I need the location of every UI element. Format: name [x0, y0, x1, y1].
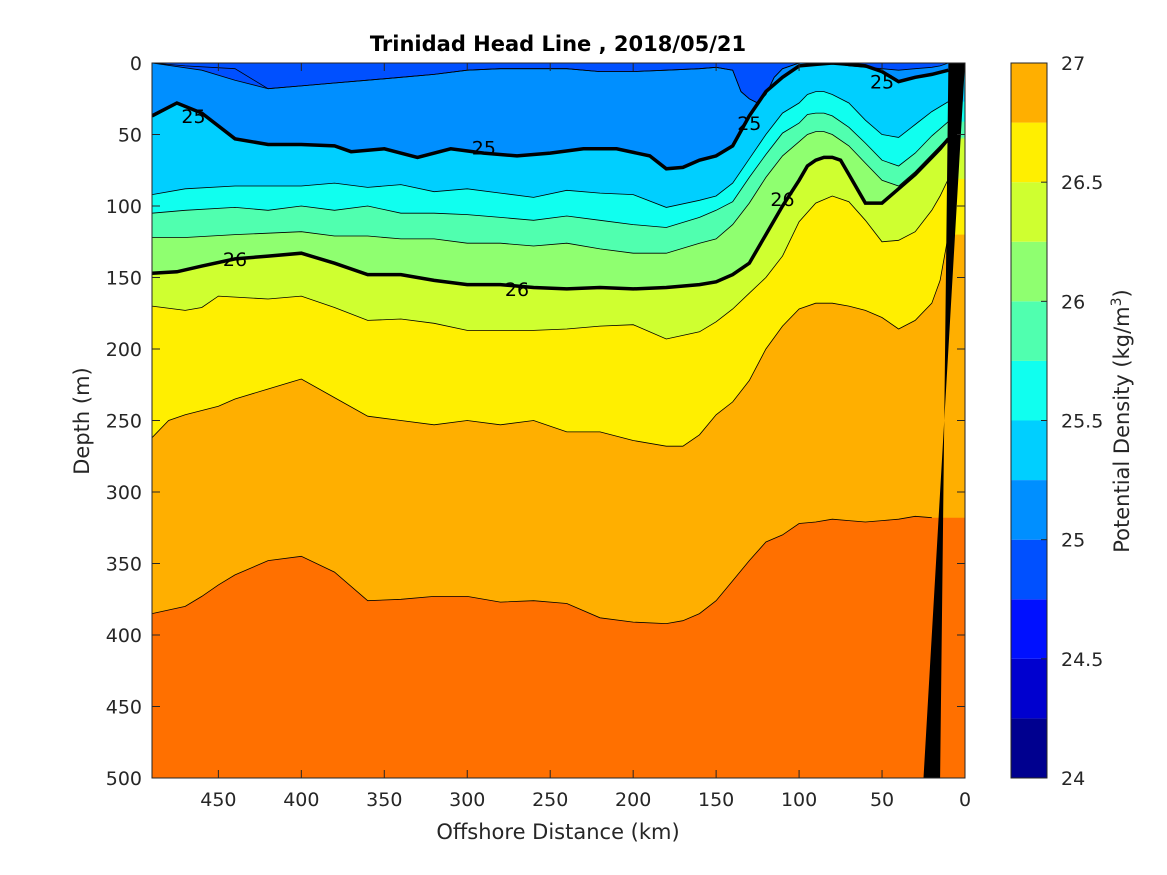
y-tick-label: 500 [106, 768, 142, 790]
x-tick-label: 50 [870, 789, 894, 811]
x-tick-label: 350 [366, 789, 402, 811]
contour-line-26 [152, 137, 950, 291]
colorbar-tick-label: 25 [1061, 530, 1085, 552]
contour-label-25-0: 25 [181, 106, 205, 128]
contour-label-26-2: 26 [770, 189, 794, 211]
x-tick-label: 0 [959, 789, 971, 811]
plot-clip-group: 25 25 25 25 26 26 26 [152, 63, 965, 778]
contour-line-25.75 [152, 131, 949, 254]
chart-title: Trinidad Head Line , 2018/05/21 [370, 32, 746, 56]
x-tick-label: 300 [449, 789, 485, 811]
colorbar-tick-label: 24 [1061, 768, 1085, 790]
x-tick-label: 150 [698, 789, 734, 811]
colorbar-segment [1011, 718, 1047, 778]
x-tick-label: 250 [532, 789, 568, 811]
colorbar-segment [1011, 360, 1047, 421]
y-tick-label: 300 [106, 482, 142, 504]
y-tick-label: 250 [106, 411, 142, 433]
colorbar-label-superscript: 3 [1109, 297, 1125, 306]
contour-line-25.25 [152, 91, 949, 208]
y-tick-label: 100 [106, 196, 142, 218]
x-axis-label: Offshore Distance (km) [436, 820, 679, 844]
y-tick-label: 50 [118, 125, 142, 147]
contour-line-26.75 [152, 515, 932, 625]
x-tick-label: 100 [781, 789, 817, 811]
x-tick-label: 450 [200, 789, 236, 811]
x-tick-label: 200 [615, 789, 651, 811]
colorbar-tick-label: 27 [1061, 53, 1085, 75]
y-tick-label: 200 [106, 339, 142, 361]
contour-label-25-3: 25 [870, 72, 894, 94]
colorbar: 24 24.5 25 25.5 26 26.5 27 [1010, 53, 1103, 790]
colorbar-tick-label: 26.5 [1061, 172, 1103, 194]
density-band-26.75 [152, 516, 965, 778]
contour-label-25-2: 25 [737, 113, 761, 135]
plot-area: 25 25 25 25 26 26 26 [151, 62, 966, 779]
y-tick-label: 350 [106, 554, 142, 576]
colorbar-segment [1011, 122, 1047, 183]
y-tick-label: 0 [130, 53, 142, 75]
contour-line-26.5 [152, 234, 949, 447]
colorbar-label-text: Potential Density (kg/m [1110, 306, 1134, 552]
colorbar-segment [1011, 182, 1047, 242]
y-axis-label: Depth (m) [70, 367, 94, 474]
colorbar-segment [1011, 241, 1047, 302]
colorbar-segment [1011, 301, 1047, 361]
contour-label-26-0: 26 [223, 249, 247, 271]
colorbar-segment [1011, 599, 1047, 659]
colorbar-tick-label: 26 [1061, 291, 1085, 313]
contour-line-26.25 [152, 178, 949, 340]
colorbar-segment [1011, 658, 1047, 719]
colorbar-segment [1011, 63, 1047, 123]
y-tick-label: 450 [106, 697, 142, 719]
colorbar-segment [1011, 539, 1047, 600]
contour-label-25-1: 25 [472, 137, 496, 159]
colorbar-label-close: ) [1110, 289, 1134, 297]
y-tick-label: 400 [106, 625, 142, 647]
x-tick-label: 400 [283, 789, 319, 811]
y-axis: 0 50 100 150 200 250 300 350 400 450 500 [106, 53, 965, 790]
colorbar-tick-label: 24.5 [1061, 649, 1103, 671]
x-axis: 450 400 350 300 250 200 150 100 50 0 [200, 63, 971, 811]
contour-label-26-1: 26 [505, 279, 529, 301]
colorbar-segment [1011, 480, 1047, 540]
contour-line-25 [152, 63, 949, 171]
colorbar-segment [1011, 420, 1047, 481]
contour-line-25.5 [152, 112, 949, 228]
colorbar-tick-label: 25.5 [1061, 411, 1103, 433]
y-tick-label: 150 [106, 268, 142, 290]
bathymetry [923, 63, 965, 778]
colorbar-label: Potential Density (kg/m3) [1109, 289, 1134, 553]
